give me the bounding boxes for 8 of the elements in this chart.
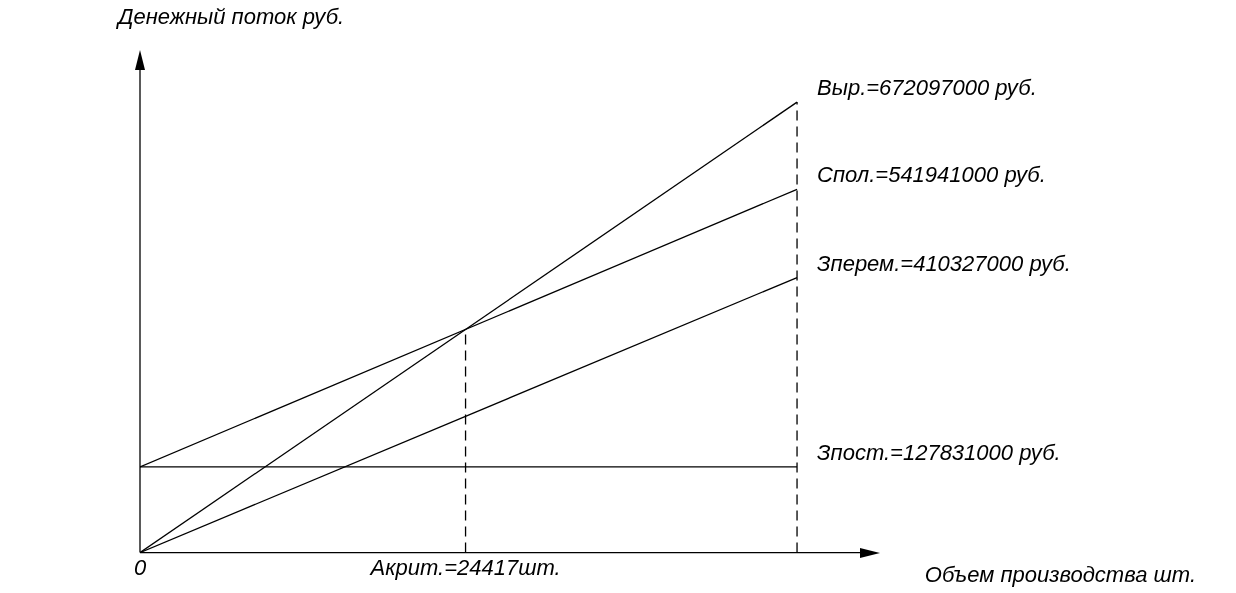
x-tick-label: Акрит.=24417шт. bbox=[368, 554, 561, 580]
x-tick-label: 0 bbox=[133, 554, 147, 580]
data-label: Зперем.=410327000 руб. bbox=[817, 250, 1071, 276]
data-label: Зпост.=127831000 руб. bbox=[817, 440, 1061, 466]
data-label: Выр.=672097000 руб. bbox=[817, 75, 1037, 101]
x-axis-title: Объем производства шт. bbox=[924, 561, 1196, 587]
y-axis-title: Денежный поток руб. bbox=[118, 4, 345, 30]
data-label: Спол.=541941000 руб. bbox=[817, 162, 1046, 188]
